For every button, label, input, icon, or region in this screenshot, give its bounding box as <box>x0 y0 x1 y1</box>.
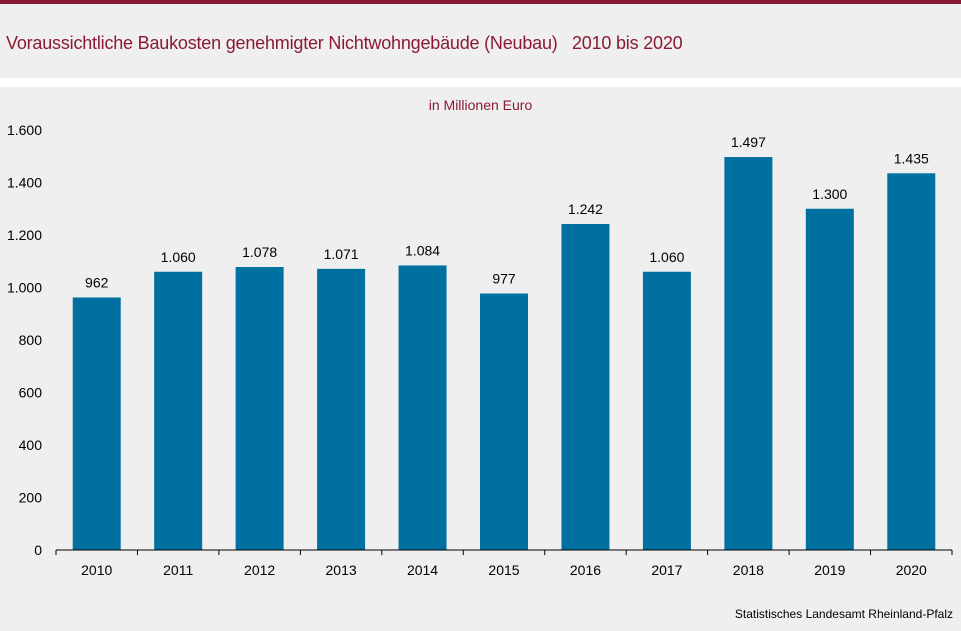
y-tick-label: 200 <box>19 490 43 506</box>
x-tick-label: 2017 <box>651 562 682 578</box>
bar <box>72 297 121 550</box>
x-tick-label: 2020 <box>896 562 927 578</box>
x-tick-label: 2018 <box>733 562 764 578</box>
y-tick-label: 0 <box>34 542 42 558</box>
bar-value-label: 1.242 <box>568 201 603 217</box>
bar-value-label: 1.300 <box>812 186 847 202</box>
y-tick-label: 1.600 <box>7 122 42 138</box>
y-tick-label: 1.200 <box>7 227 42 243</box>
bar-value-label: 977 <box>492 271 516 287</box>
bar-value-label: 1.497 <box>731 134 766 150</box>
y-tick-label: 1.000 <box>7 280 42 296</box>
title-divider <box>0 78 961 87</box>
bar <box>642 271 691 550</box>
y-tick-label: 1.400 <box>7 175 42 191</box>
bar-value-label: 1.435 <box>894 150 929 166</box>
chart-area: in Millionen Euro 0 200 400 600 800 1.000 1.20… <box>0 87 961 631</box>
source-note: Statistisches Landesamt Rheinland-Pfalz <box>734 607 953 621</box>
bar <box>154 271 203 550</box>
y-tick-label: 800 <box>19 332 43 348</box>
x-tick-label: 2011 <box>163 562 193 578</box>
bar-value-label: 1.071 <box>324 246 359 262</box>
x-tick-label: 2015 <box>488 562 519 578</box>
bar-value-label: 962 <box>85 274 109 290</box>
y-tick-label: 400 <box>19 437 43 453</box>
bar-value-label: 1.060 <box>649 249 684 265</box>
bar <box>724 157 773 550</box>
bar-value-label: 1.084 <box>405 242 440 258</box>
top-accent-rule <box>0 0 961 4</box>
x-tick-label: 2016 <box>570 562 601 578</box>
x-tick-label: 2013 <box>326 562 357 578</box>
bar <box>805 208 854 550</box>
bar <box>887 173 936 550</box>
bar <box>398 265 447 550</box>
bar <box>561 223 610 550</box>
bar <box>317 268 366 550</box>
page-title: Voraussichtliche Baukosten genehmigter N… <box>6 33 683 53</box>
y-tick-label: 600 <box>19 385 43 401</box>
bar-value-label: 1.060 <box>161 249 196 265</box>
y-axis-unit-label: in Millionen Euro <box>428 97 533 113</box>
x-tick-label: 2014 <box>407 562 438 578</box>
x-tick-label: 2010 <box>81 562 112 578</box>
bar-chart: 0 200 400 600 800 1.000 1.200 1.400 1.600 962 2010… <box>7 122 953 578</box>
x-tick-label: 2012 <box>244 562 275 578</box>
bar <box>480 293 528 550</box>
bar-value-label: 1.078 <box>242 244 277 260</box>
bar <box>235 267 284 550</box>
x-tick-label: 2019 <box>814 562 845 578</box>
